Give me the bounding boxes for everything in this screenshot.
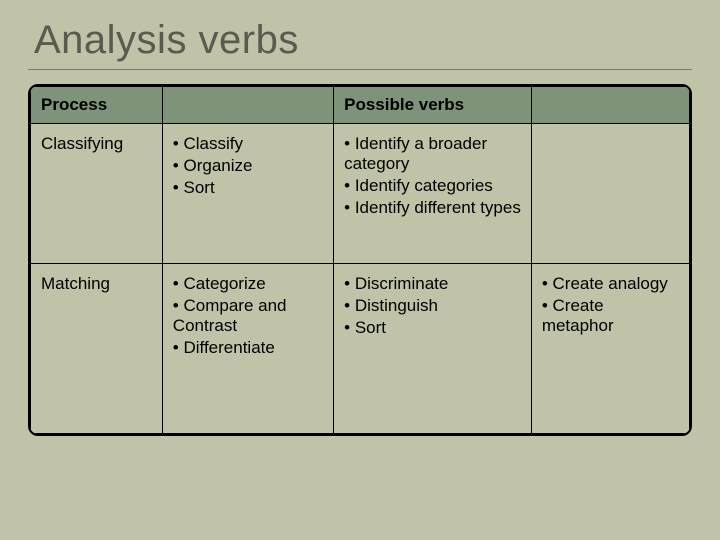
verbs-cell: Classify Organize Sort — [162, 124, 333, 264]
verbs-cell: Create analogy Create metaphor — [531, 264, 689, 434]
verbs-table: Process Possible verbs Classifying Class… — [30, 86, 690, 434]
bullet-list: Classify Organize Sort — [173, 134, 323, 198]
list-item: Categorize — [173, 274, 323, 294]
table-row: Matching Categorize Compare and Contrast… — [31, 264, 690, 434]
list-item: Sort — [344, 318, 521, 338]
process-cell: Classifying — [31, 124, 163, 264]
col-header-blank — [162, 87, 333, 124]
bullet-list: Categorize Compare and Contrast Differen… — [173, 274, 323, 358]
list-item: Identify a broader category — [344, 134, 521, 174]
verbs-cell: Identify a broader category Identify cat… — [334, 124, 532, 264]
list-item: Compare and Contrast — [173, 296, 323, 336]
verbs-table-wrap: Process Possible verbs Classifying Class… — [28, 84, 692, 436]
bullet-list: Discriminate Distinguish Sort — [344, 274, 521, 338]
list-item: Classify — [173, 134, 323, 154]
col-header-possible-verbs: Possible verbs — [334, 87, 532, 124]
verbs-cell: Categorize Compare and Contrast Differen… — [162, 264, 333, 434]
list-item: Identify different types — [344, 198, 521, 218]
verbs-cell — [531, 124, 689, 264]
slide: Analysis verbs Process Possible verbs Cl… — [0, 0, 720, 540]
list-item: Create analogy — [542, 274, 679, 294]
bullet-list: Create analogy Create metaphor — [542, 274, 679, 336]
list-item: Distinguish — [344, 296, 521, 316]
table-row: Classifying Classify Organize Sort Ident… — [31, 124, 690, 264]
list-item: Differentiate — [173, 338, 323, 358]
col-header-process: Process — [31, 87, 163, 124]
list-item: Discriminate — [344, 274, 521, 294]
list-item: Sort — [173, 178, 323, 198]
table-header-row: Process Possible verbs — [31, 87, 690, 124]
bullet-list: Identify a broader category Identify cat… — [344, 134, 521, 218]
list-item: Identify categories — [344, 176, 521, 196]
list-item: Organize — [173, 156, 323, 176]
process-cell: Matching — [31, 264, 163, 434]
col-header-blank2 — [531, 87, 689, 124]
page-title: Analysis verbs — [28, 18, 692, 70]
list-item: Create metaphor — [542, 296, 679, 336]
verbs-cell: Discriminate Distinguish Sort — [334, 264, 532, 434]
